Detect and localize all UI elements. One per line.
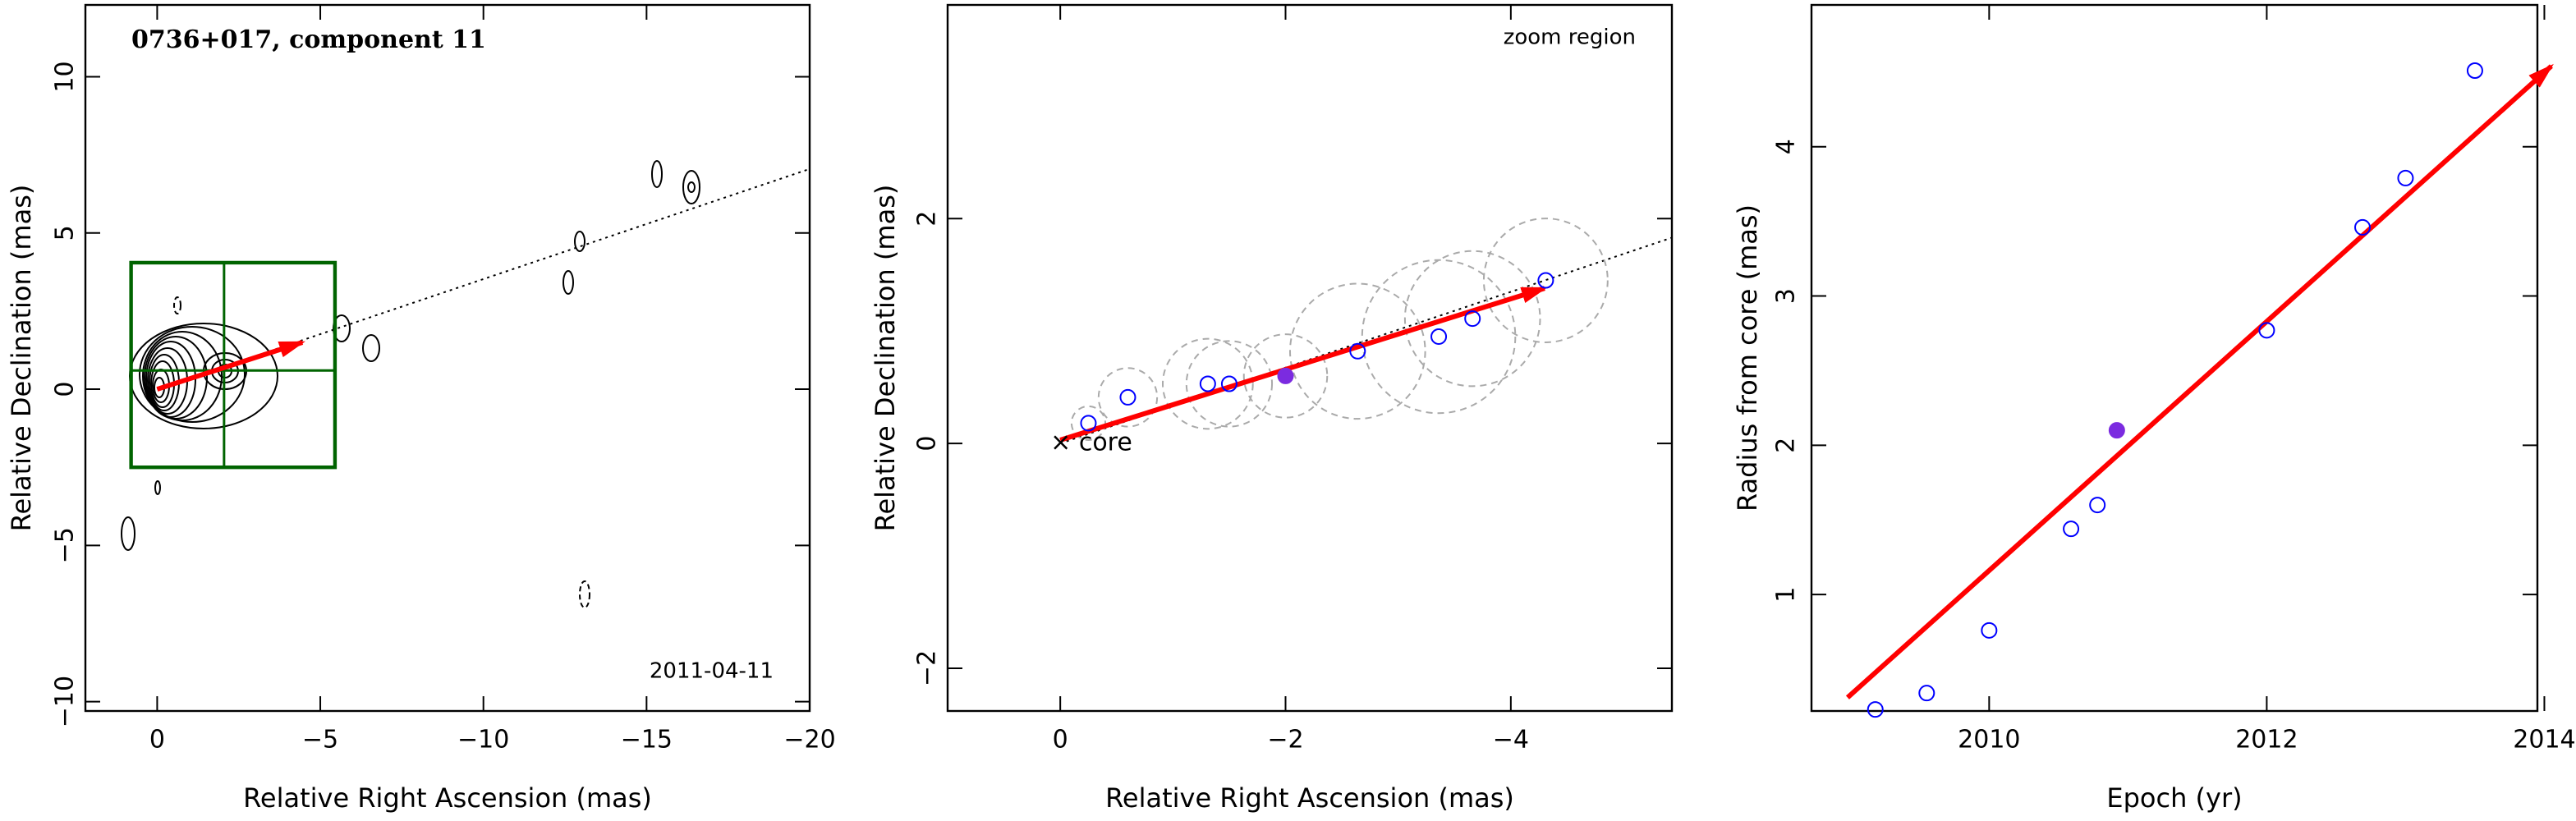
motion-arrow bbox=[156, 340, 306, 392]
y-tick-label: −5 bbox=[51, 527, 80, 563]
component-size bbox=[1482, 218, 1609, 343]
plot-frame bbox=[84, 3, 811, 713]
y-tick-label: 2 bbox=[1772, 438, 1801, 453]
zoom-box bbox=[129, 260, 337, 470]
y-tick-label: 2 bbox=[913, 211, 942, 227]
data-point bbox=[1119, 388, 1136, 406]
x-tick-label: −4 bbox=[1493, 726, 1529, 754]
panel-title: 0736+017, component 11 bbox=[131, 25, 486, 54]
data-point bbox=[2089, 497, 2106, 514]
y-tick-label: 10 bbox=[51, 61, 80, 92]
y-axis-label: Relative Declination (mas) bbox=[6, 185, 37, 532]
x-tick-label: −10 bbox=[457, 726, 509, 754]
component-size bbox=[1185, 340, 1274, 428]
plot-frame bbox=[946, 3, 1674, 713]
data-point bbox=[2354, 218, 2372, 236]
data-point bbox=[1537, 272, 1554, 289]
motion-arrow bbox=[1059, 286, 1548, 443]
data-point bbox=[2108, 422, 2125, 439]
x-tick-label: 2010 bbox=[1958, 726, 2020, 754]
data-point bbox=[1464, 310, 1481, 328]
data-point bbox=[1349, 342, 1366, 360]
y-axis-label: Radius from core (mas) bbox=[1732, 204, 1763, 511]
y-tick-label: 0 bbox=[913, 436, 942, 452]
x-tick-label: −5 bbox=[302, 726, 338, 754]
contour-map bbox=[121, 160, 700, 608]
y-tick-label: −2 bbox=[913, 650, 942, 686]
x-tick-label: −15 bbox=[621, 726, 673, 754]
data-point bbox=[1918, 685, 1935, 702]
x-axis-label: Relative Right Ascension (mas) bbox=[243, 782, 652, 814]
panel-annotation: zoom region bbox=[1504, 25, 1636, 50]
component-size bbox=[1070, 405, 1107, 442]
motion-arrow bbox=[1845, 63, 2554, 699]
trend-line bbox=[157, 167, 810, 391]
component-size bbox=[1161, 337, 1254, 430]
x-tick-label: 2014 bbox=[2513, 726, 2575, 754]
data-point bbox=[1080, 415, 1097, 432]
y-tick-label: 0 bbox=[51, 382, 80, 397]
y-tick-label: −10 bbox=[51, 676, 80, 727]
x-tick-label: −20 bbox=[783, 726, 835, 754]
component-size bbox=[1403, 250, 1541, 388]
x-axis-label: Epoch (yr) bbox=[2106, 782, 2242, 814]
x-tick-label: 0 bbox=[1053, 726, 1068, 754]
data-point bbox=[2063, 521, 2080, 538]
plot-frame bbox=[1810, 3, 2539, 713]
y-tick-label: 1 bbox=[1772, 587, 1801, 603]
data-point bbox=[2397, 169, 2414, 186]
core-label: × core bbox=[1050, 429, 1132, 457]
y-axis-label: Relative Declination (mas) bbox=[870, 185, 901, 532]
data-point bbox=[1430, 328, 1448, 345]
component-size bbox=[1242, 333, 1329, 419]
data-point bbox=[1199, 375, 1216, 392]
data-point bbox=[2258, 322, 2275, 339]
data-point bbox=[1220, 375, 1237, 392]
data-point bbox=[1867, 701, 1884, 718]
data-point bbox=[1277, 367, 1294, 384]
y-tick-label: 3 bbox=[1772, 288, 1801, 304]
x-tick-label: 2012 bbox=[2235, 726, 2298, 754]
data-point bbox=[1981, 621, 1998, 639]
x-tick-label: 0 bbox=[149, 726, 165, 754]
data-point bbox=[2466, 62, 2483, 79]
component-size bbox=[1361, 259, 1517, 415]
y-tick-label: 5 bbox=[51, 225, 80, 241]
x-axis-label: Relative Right Ascension (mas) bbox=[1105, 782, 1514, 814]
x-tick-label: −2 bbox=[1267, 726, 1303, 754]
date-label: 2011-04-11 bbox=[650, 659, 774, 684]
y-tick-label: 4 bbox=[1772, 139, 1801, 154]
component-size bbox=[1097, 367, 1159, 428]
component-size bbox=[1288, 282, 1426, 420]
